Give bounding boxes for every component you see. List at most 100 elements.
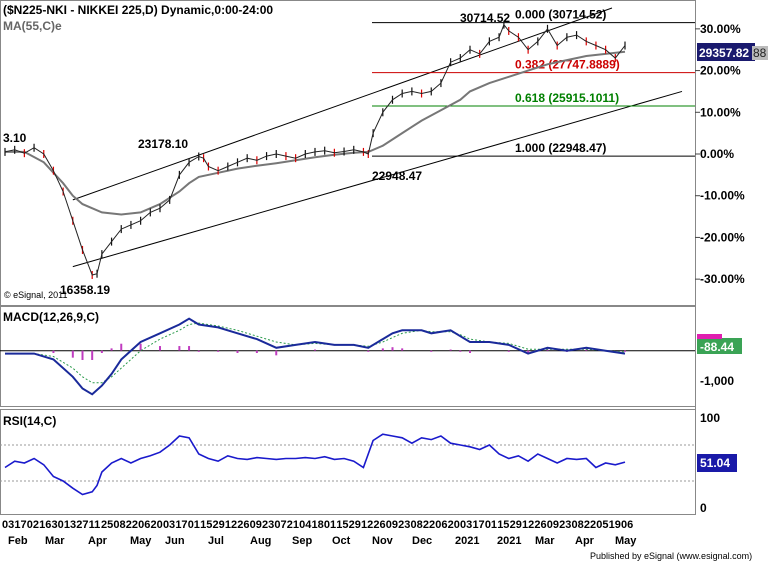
left-edge-label: 3.10 <box>3 131 27 145</box>
x-month-label-2: Apr <box>88 535 108 547</box>
x-day-label-9: 08 <box>113 519 125 531</box>
x-day-label-6: 27 <box>76 519 88 531</box>
rsi-layer: 100 0 <box>0 411 720 515</box>
x-month-label-10: Dec <box>412 535 432 547</box>
x-day-label-1: 17 <box>14 519 26 531</box>
x-day-label-3: 16 <box>39 519 51 531</box>
x-day-label-50: 06 <box>621 519 633 531</box>
x-month-label-12: 2021 <box>497 535 521 547</box>
x-day-label-19: 26 <box>237 519 249 531</box>
y-tick-label-6: -30.00% <box>700 272 745 286</box>
x-day-label-45: 23 <box>559 519 571 531</box>
x-day-label-23: 21 <box>287 519 299 531</box>
x-day-label-40: 15 <box>497 519 509 531</box>
price-annotation-2: 16358.19 <box>60 283 110 297</box>
ma-line <box>5 50 626 216</box>
x-day-label-29: 12 <box>361 519 373 531</box>
macd-panel-frame <box>0 306 696 407</box>
x-day-label-26: 01 <box>324 519 336 531</box>
x-axis-layer: 03 17 02 16 30 13 27 11 25 08 22 06 20 03 17 01 15 29 12 26… <box>2 519 637 547</box>
rsi-ytick-label-2: 0 <box>700 501 707 515</box>
price-line <box>4 23 626 276</box>
x-day-label-27: 15 <box>336 519 348 531</box>
x-day-label-47: 22 <box>584 519 596 531</box>
last-price-label: 29357.82 <box>699 46 749 60</box>
x-day-label-8: 25 <box>101 519 113 531</box>
x-day-label-35: 06 <box>435 519 447 531</box>
x-day-label-24: 04 <box>299 519 312 531</box>
x-day-label-4: 30 <box>52 519 64 531</box>
x-month-label-3: May <box>130 535 152 547</box>
rsi-panel-frame <box>0 409 696 515</box>
x-month-label-7: Sep <box>292 535 312 547</box>
fib-label-1: 0.382 (27747.8889) <box>515 58 620 72</box>
x-day-label-36: 20 <box>448 519 460 531</box>
x-day-label-25: 18 <box>312 519 324 531</box>
x-day-label-49: 19 <box>609 519 621 531</box>
price-annotation-0: 23178.10 <box>138 137 188 151</box>
macd-label: MACD(12,26,9,C) <box>3 310 99 324</box>
fib-label-0: 0.000 (30714.52) <box>515 8 606 22</box>
x-day-label-43: 26 <box>534 519 546 531</box>
x-day-label-30: 26 <box>373 519 385 531</box>
x-day-label-12: 20 <box>151 519 163 531</box>
x-month-label-13: Mar <box>535 535 555 547</box>
x-day-label-11: 06 <box>138 519 150 531</box>
x-month-label-15: May <box>615 535 637 547</box>
x-month-label-5: Jul <box>208 535 224 547</box>
x-day-label-0: 03 <box>2 519 14 531</box>
x-day-label-41: 29 <box>510 519 522 531</box>
x-day-label-13: 03 <box>163 519 175 531</box>
price-annotation-3: 30714.52 <box>460 11 510 25</box>
y-tick-label-0: 30.00% <box>700 22 741 36</box>
x-month-label-9: Nov <box>372 535 394 547</box>
x-month-label-4: Jun <box>165 535 185 547</box>
main-price-layer: 30.00% 20.00% 10.00% 0.00% -10.00% -20.00% -30… <box>4 7 745 297</box>
fib-label-3: 1.000 (22948.47) <box>515 141 606 155</box>
x-day-label-20: 09 <box>250 519 262 531</box>
x-day-label-44: 09 <box>547 519 559 531</box>
rsi-label: RSI(14,C) <box>3 414 56 428</box>
x-month-label-0: Feb <box>8 535 28 547</box>
x-day-label-33: 08 <box>411 519 423 531</box>
copyright-label: © eSignal, 2011 <box>4 290 68 300</box>
upper-channel-line <box>72 7 613 201</box>
x-month-label-6: Aug <box>250 535 271 547</box>
x-day-label-39: 01 <box>485 519 497 531</box>
x-day-label-14: 17 <box>175 519 187 531</box>
x-day-label-17: 29 <box>212 519 224 531</box>
x-day-label-18: 12 <box>225 519 237 531</box>
x-month-label-8: Oct <box>332 535 351 547</box>
footer-label: Published by eSignal (www.esignal.com) <box>590 551 752 561</box>
x-month-label-1: Mar <box>45 535 65 547</box>
x-day-label-37: 03 <box>460 519 472 531</box>
rsi-value-box <box>697 454 737 472</box>
x-day-label-31: 09 <box>386 519 398 531</box>
y-tick-label-5: -20.00% <box>700 230 745 244</box>
x-day-label-34: 22 <box>423 519 435 531</box>
x-day-label-2: 02 <box>27 519 39 531</box>
x-day-label-16: 15 <box>200 519 212 531</box>
x-day-label-28: 29 <box>349 519 361 531</box>
x-day-label-38: 17 <box>472 519 484 531</box>
price-annotation-1: 22948.47 <box>372 169 422 183</box>
rsi-value-label: 51.04 <box>700 456 730 470</box>
x-day-label-48: 05 <box>596 519 608 531</box>
macd-signal-tick <box>697 334 722 339</box>
x-day-label-21: 23 <box>262 519 274 531</box>
fib-label-2: 0.618 (25915.1011) <box>515 91 619 105</box>
y-tick-label-4: -10.00% <box>700 189 745 203</box>
x-day-label-10: 22 <box>126 519 138 531</box>
x-month-label-11: 2021 <box>455 535 479 547</box>
main-title: ($N225-NKI - NIKKEI 225,D) Dynamic,0:00-… <box>3 3 273 17</box>
macd-ytick-label: -1,000 <box>700 374 734 388</box>
x-day-label-5: 13 <box>64 519 76 531</box>
x-day-label-32: 23 <box>398 519 410 531</box>
rsi-line <box>4 433 626 496</box>
x-day-label-22: 07 <box>274 519 286 531</box>
rsi-ytick-label-0: 100 <box>700 411 720 425</box>
x-day-label-7: 11 <box>89 519 101 531</box>
last-price-box <box>697 43 755 61</box>
y-tick-label-2: 10.00% <box>700 105 741 119</box>
